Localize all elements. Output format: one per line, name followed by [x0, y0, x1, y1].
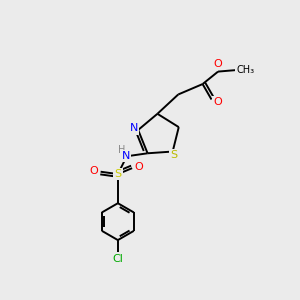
Text: O: O [134, 162, 143, 172]
Text: Cl: Cl [112, 254, 123, 263]
Text: CH₃: CH₃ [236, 64, 254, 74]
Text: N: N [130, 124, 138, 134]
Text: O: O [214, 59, 222, 69]
Text: S: S [171, 150, 178, 160]
Text: H: H [118, 145, 125, 155]
Text: O: O [213, 97, 222, 107]
Text: O: O [90, 166, 98, 176]
Text: N: N [122, 151, 130, 161]
Text: S: S [114, 169, 122, 179]
